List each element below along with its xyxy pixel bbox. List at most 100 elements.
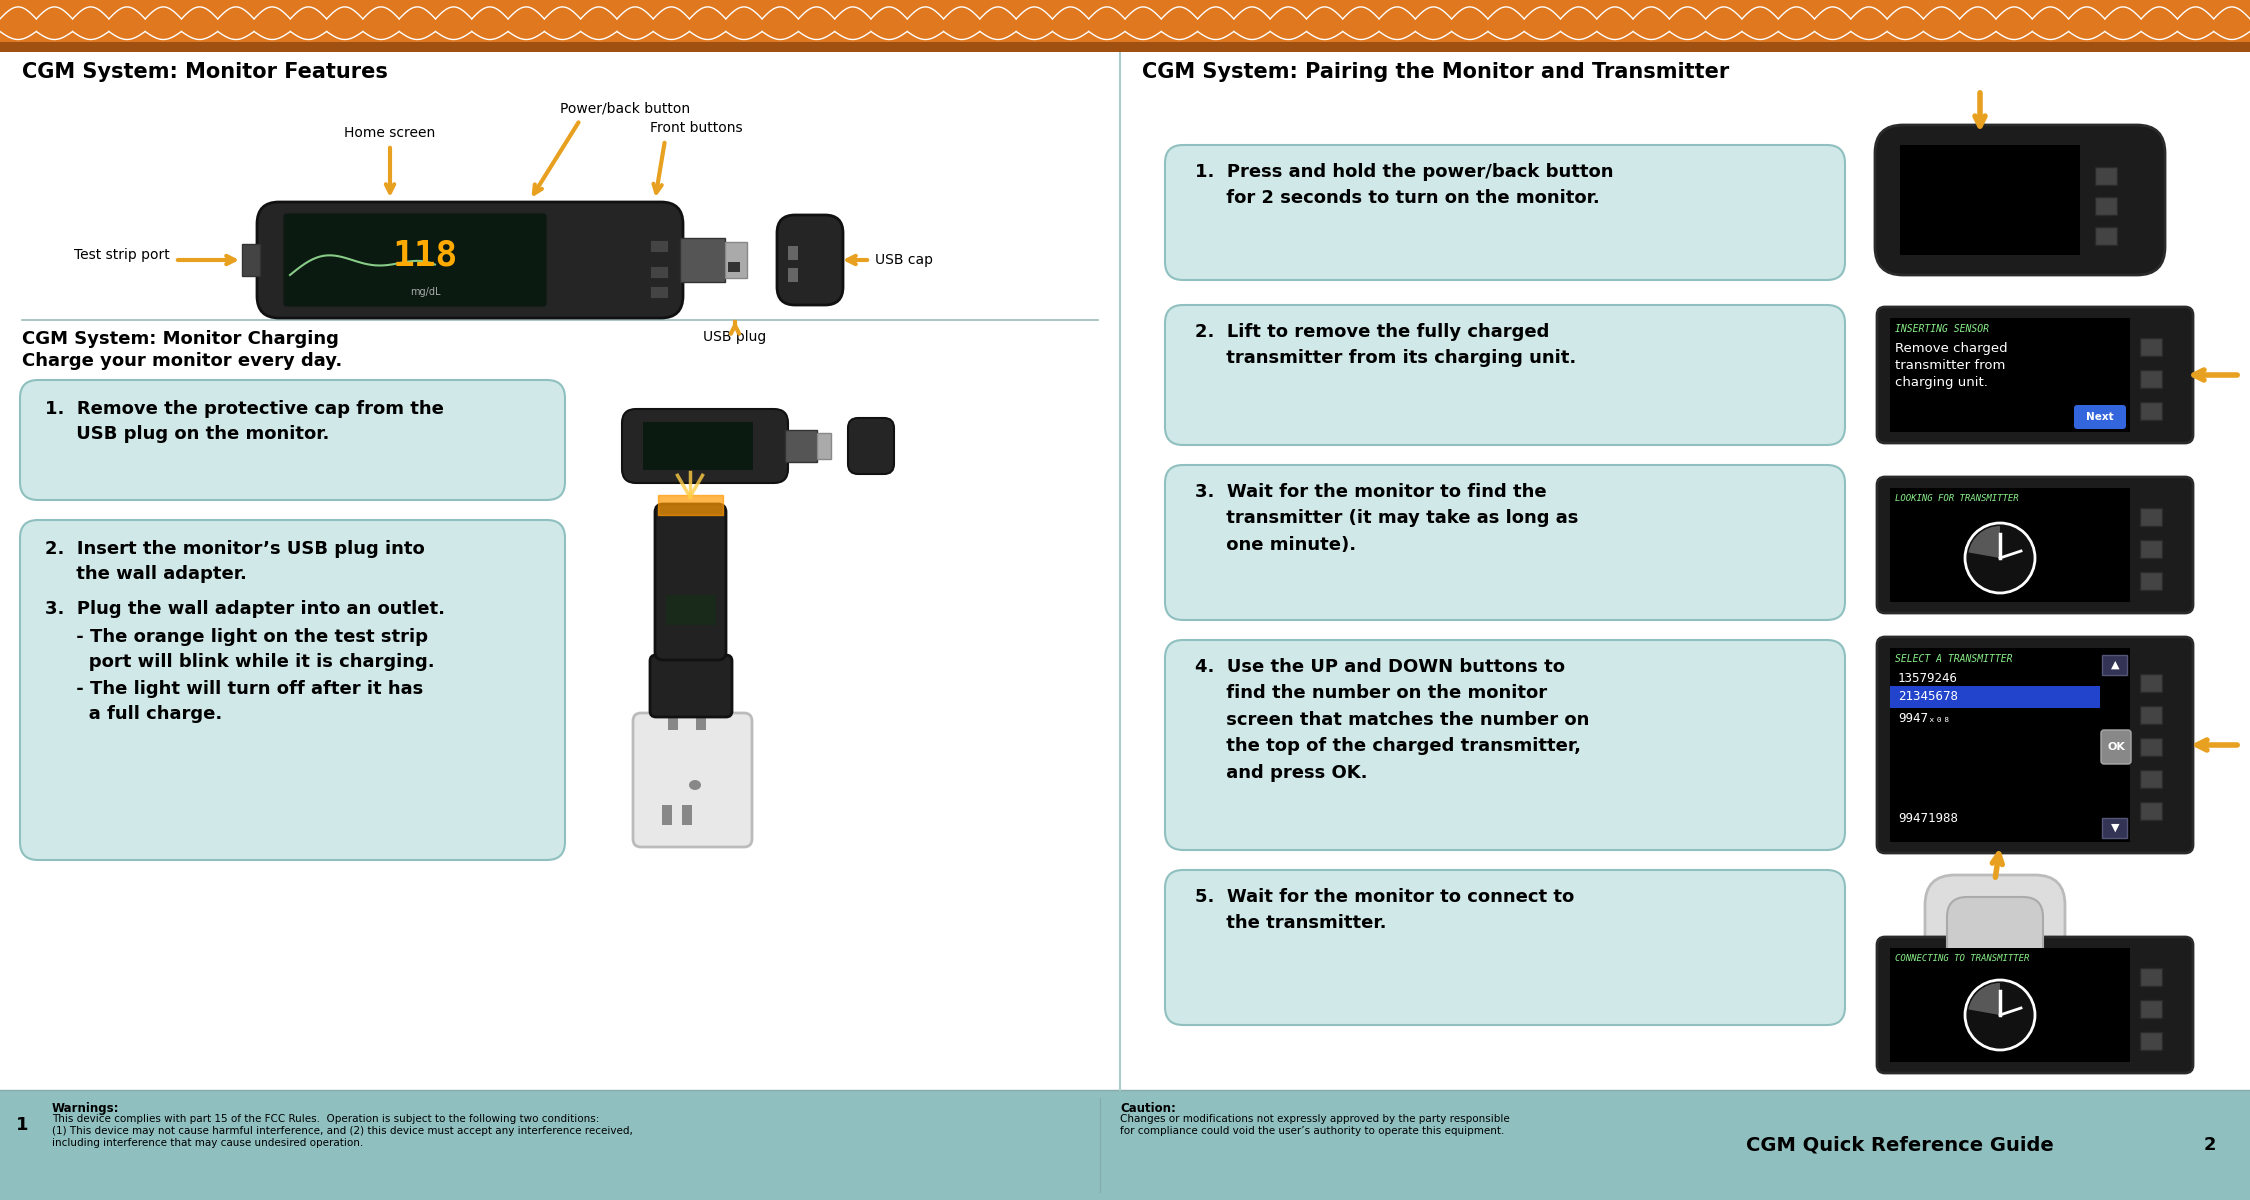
Bar <box>682 805 693 826</box>
Bar <box>1890 686 2099 708</box>
Text: 2: 2 <box>2203 1136 2216 1154</box>
Text: for compliance could void the user’s authority to operate this equipment.: for compliance could void the user’s aut… <box>1120 1126 1505 1136</box>
Text: 2.  Lift to remove the fully charged
     transmitter from its charging unit.: 2. Lift to remove the fully charged tran… <box>1195 323 1577 367</box>
Text: This device complies with part 15 of the FCC Rules.  Operation is subject to the: This device complies with part 15 of the… <box>52 1114 598 1124</box>
FancyBboxPatch shape <box>848 418 893 474</box>
Text: CGM System: Monitor Charging: CGM System: Monitor Charging <box>22 330 340 348</box>
Bar <box>2140 802 2162 820</box>
Text: 118: 118 <box>392 238 457 272</box>
Text: Power/back button: Power/back button <box>560 101 691 115</box>
Text: Test strip port: Test strip port <box>74 248 171 262</box>
Bar <box>2140 968 2162 986</box>
Bar <box>0 1090 2250 1200</box>
Text: ▼: ▼ <box>2110 823 2120 833</box>
Text: Home screen: Home screen <box>344 126 436 140</box>
Text: Changes or modifications not expressly approved by the party responsible: Changes or modifications not expressly a… <box>1120 1114 1510 1124</box>
FancyBboxPatch shape <box>621 409 787 482</box>
Bar <box>2140 540 2162 558</box>
Text: CONNECTING TO TRANSMITTER: CONNECTING TO TRANSMITTER <box>1894 954 2030 962</box>
FancyBboxPatch shape <box>2102 730 2131 764</box>
Bar <box>1890 318 2131 432</box>
FancyBboxPatch shape <box>1166 640 1845 850</box>
FancyBboxPatch shape <box>1876 637 2194 853</box>
Bar <box>788 268 799 282</box>
Text: 4.  Use the UP and DOWN buttons to
     find the number on the monitor
     scre: 4. Use the UP and DOWN buttons to find t… <box>1195 658 1588 781</box>
Bar <box>668 715 677 730</box>
Bar <box>1890 488 2131 602</box>
Bar <box>2140 402 2162 420</box>
Bar <box>2140 1032 2162 1050</box>
Text: INSERTING SENSOR: INSERTING SENSOR <box>1894 324 1989 334</box>
Text: CGM System: Monitor Features: CGM System: Monitor Features <box>22 62 387 82</box>
Text: USB cap: USB cap <box>875 253 934 266</box>
Bar <box>729 262 740 272</box>
FancyBboxPatch shape <box>20 380 565 500</box>
Text: Charge your monitor every day.: Charge your monitor every day. <box>22 352 342 370</box>
Text: 1.  Press and hold the power/back button
     for 2 seconds to turn on the monit: 1. Press and hold the power/back button … <box>1195 163 1613 208</box>
Bar <box>2095 197 2117 215</box>
FancyBboxPatch shape <box>1874 125 2164 275</box>
FancyBboxPatch shape <box>650 655 731 716</box>
FancyBboxPatch shape <box>1166 464 1845 620</box>
Text: (1) This device may not cause harmful interference, and (2) this device must acc: (1) This device may not cause harmful in… <box>52 1126 632 1136</box>
Text: including interference that may cause undesired operation.: including interference that may cause un… <box>52 1138 362 1148</box>
Bar <box>2140 1000 2162 1018</box>
Text: Front buttons: Front buttons <box>650 121 743 134</box>
Ellipse shape <box>688 780 702 790</box>
Text: CGM System: Pairing the Monitor and Transmitter: CGM System: Pairing the Monitor and Tran… <box>1143 62 1730 82</box>
Bar <box>2095 227 2117 245</box>
Text: 13579246: 13579246 <box>1899 672 1958 685</box>
Bar <box>785 430 817 462</box>
FancyBboxPatch shape <box>20 520 565 860</box>
FancyBboxPatch shape <box>1166 870 1845 1025</box>
FancyBboxPatch shape <box>1946 898 2043 994</box>
Bar <box>724 242 747 278</box>
Bar <box>2102 818 2126 838</box>
Bar <box>644 422 754 470</box>
Wedge shape <box>1969 983 2000 1015</box>
Bar <box>650 266 668 278</box>
Text: USB plug: USB plug <box>704 330 767 344</box>
Bar <box>650 286 668 298</box>
FancyBboxPatch shape <box>1166 145 1845 280</box>
Bar <box>2140 508 2162 526</box>
Text: - The orange light on the test strip
       port will blink while it is charging: - The orange light on the test strip por… <box>45 628 434 671</box>
Bar <box>243 244 261 276</box>
FancyBboxPatch shape <box>1926 875 2066 1015</box>
Bar <box>2140 738 2162 756</box>
Bar <box>2102 655 2126 674</box>
Text: Caution:: Caution: <box>1120 1102 1177 1115</box>
Bar <box>2140 770 2162 788</box>
Bar <box>680 238 724 282</box>
Text: 9947ₓ₀₈: 9947ₓ₀₈ <box>1899 712 1951 725</box>
Text: 3.  Wait for the monitor to find the
     transmitter (it may take as long as
  : 3. Wait for the monitor to find the tran… <box>1195 482 1579 553</box>
Bar <box>2095 167 2117 185</box>
FancyBboxPatch shape <box>1876 937 2194 1073</box>
Bar <box>1890 648 2131 842</box>
Bar <box>650 240 668 252</box>
FancyBboxPatch shape <box>655 504 727 660</box>
Text: 1.  Remove the protective cap from the
     USB plug on the monitor.: 1. Remove the protective cap from the US… <box>45 400 443 443</box>
FancyBboxPatch shape <box>1876 307 2194 443</box>
Circle shape <box>1964 980 2034 1050</box>
Bar <box>2140 674 2162 692</box>
FancyBboxPatch shape <box>1166 305 1845 445</box>
Text: Warnings:: Warnings: <box>52 1102 119 1115</box>
Circle shape <box>1964 523 2034 593</box>
FancyBboxPatch shape <box>2074 404 2126 428</box>
Bar <box>0 42 2250 52</box>
FancyBboxPatch shape <box>776 215 844 305</box>
Text: 3.  Plug the wall adapter into an outlet.: 3. Plug the wall adapter into an outlet. <box>45 600 446 618</box>
Bar <box>662 805 673 826</box>
Text: OK: OK <box>2106 742 2124 752</box>
Text: 2.  Insert the monitor’s USB plug into
     the wall adapter.: 2. Insert the monitor’s USB plug into th… <box>45 540 425 583</box>
Bar <box>2140 572 2162 590</box>
Bar <box>788 246 799 260</box>
Text: Next: Next <box>2086 412 2113 422</box>
Bar <box>666 595 716 625</box>
Bar <box>1890 948 2131 1062</box>
Bar <box>2140 338 2162 356</box>
Text: Remove charged
transmitter from
charging unit.: Remove charged transmitter from charging… <box>1894 342 2007 389</box>
Bar <box>817 433 830 458</box>
Text: LOOKING FOR TRANSMITTER: LOOKING FOR TRANSMITTER <box>1894 494 2018 503</box>
